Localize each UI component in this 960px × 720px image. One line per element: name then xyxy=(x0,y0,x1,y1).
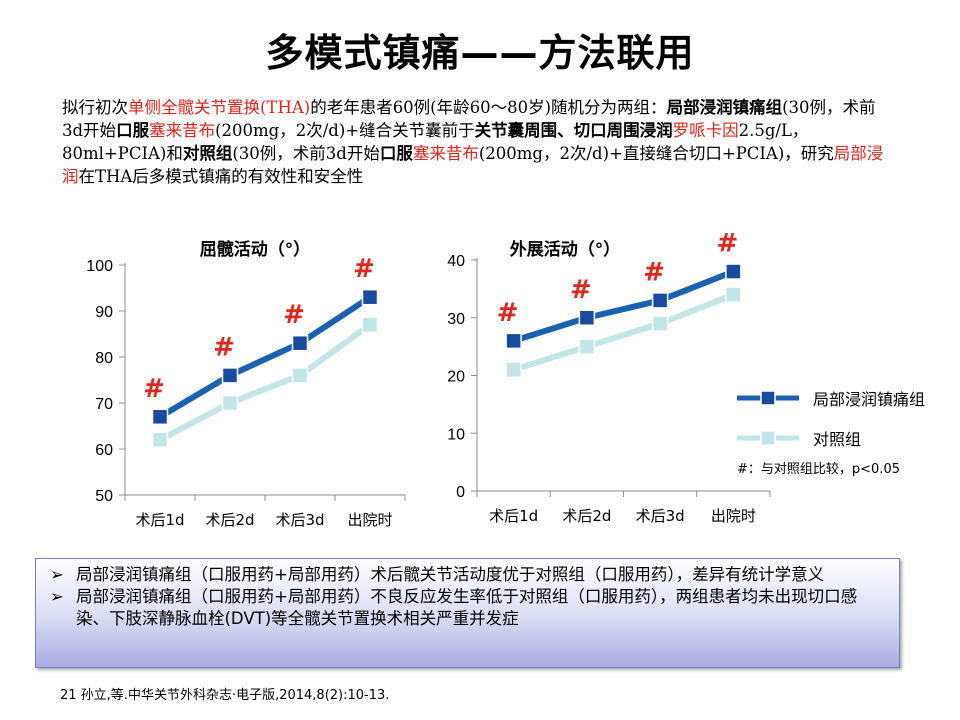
conclusion-text: 局部浸润镇痛组（口服用药+局部用药）术后髋关节活动度优于对照组（口服用药），差异… xyxy=(76,565,825,584)
series-line-control xyxy=(512,291,735,373)
significance-marker: # xyxy=(716,229,738,259)
x-tick-label: 出院时 xyxy=(711,507,756,525)
data-point-control xyxy=(151,431,169,449)
data-point-control xyxy=(651,315,669,332)
data-point-control xyxy=(578,338,596,355)
conclusion-item: ➢ 局部浸润镇痛组（口服用药+局部用药）术后髋关节活动度优于对照组（口服用药），… xyxy=(50,564,889,586)
reference-citation: 21 孙立,等.中华关节外科杂志·电子版,2014,8(2):10-13. xyxy=(60,688,390,703)
data-point-infiltration xyxy=(151,408,169,426)
data-point-infiltration xyxy=(725,263,742,280)
significance-marker: # xyxy=(497,298,519,328)
y-tick-label: 90 xyxy=(95,304,113,321)
y-tick-label: 10 xyxy=(447,426,465,443)
arrow-bullet-icon: ➢ xyxy=(50,587,64,606)
y-tick-label: 100 xyxy=(86,258,113,275)
chart-title: 外展活动（°） xyxy=(510,239,621,260)
significance-marker: # xyxy=(643,257,665,287)
y-tick-label: 20 xyxy=(447,369,465,386)
legend-item-control: 对照组 xyxy=(735,424,861,452)
y-tick-label: 50 xyxy=(95,488,113,505)
series-line-infiltration xyxy=(512,268,735,344)
data-point-infiltration xyxy=(291,334,309,352)
conclusion-text: 局部浸润镇痛组（口服用药+局部用药）不良反应发生率低于对照组（口服用药），两组患… xyxy=(76,587,858,628)
y-tick-label: 70 xyxy=(95,396,113,413)
legend-label-infiltration: 局部浸润镇痛组 xyxy=(813,390,926,409)
data-point-infiltration xyxy=(578,309,596,326)
conclusion-box: ➢ 局部浸润镇痛组（口服用药+局部用药）术后髋关节活动度优于对照组（口服用药），… xyxy=(35,558,900,668)
data-point-infiltration xyxy=(361,288,379,306)
x-tick-label: 术后3d xyxy=(636,507,685,525)
y-tick-label: 60 xyxy=(95,442,113,459)
significance-marker: # xyxy=(283,300,305,330)
x-tick-label: 术后2d xyxy=(562,507,611,525)
y-tick-label: 0 xyxy=(456,484,465,501)
study-description: 拟行初次单侧全髋关节置换(THA)的老年患者60例(年龄60～80岁)随机分为两… xyxy=(62,98,884,186)
chart-legend: 局部浸润镇痛组 对照组 xyxy=(735,380,960,480)
hip-flexion-chart: 屈髋活动（°） 50 60 70 80 90 100 术后1d 术后2d 术后3d 出院时 # # # # xyxy=(86,239,406,529)
x-tick-label: 出院时 xyxy=(347,511,392,529)
legend-item-infiltration: 局部浸润镇痛组 xyxy=(735,384,925,412)
legend-control-marker xyxy=(737,430,799,446)
significance-marker: # xyxy=(570,275,592,305)
y-tick-label: 80 xyxy=(95,350,113,367)
y-tick-label: 30 xyxy=(447,311,465,328)
arrow-bullet-icon: ➢ xyxy=(50,565,64,584)
data-point-infiltration xyxy=(221,367,239,384)
series-line-control xyxy=(158,322,372,443)
data-point-control xyxy=(505,361,522,378)
x-tick-label: 术后2d xyxy=(205,511,254,529)
data-point-infiltration xyxy=(651,292,669,309)
y-tick-label: 40 xyxy=(447,253,465,270)
data-point-control xyxy=(291,367,309,384)
data-point-control xyxy=(221,394,239,412)
data-point-control xyxy=(725,286,742,303)
significance-note: #：与对照组比较，p<0.05 xyxy=(737,462,900,477)
data-point-infiltration xyxy=(505,332,522,350)
significance-marker: # xyxy=(353,254,375,284)
hip-abduction-chart: 外展活动（°） 0 10 20 30 40 术后1d 术后2d 术后3d 出院时 # # # # xyxy=(447,229,771,525)
significance-marker: # xyxy=(143,374,165,404)
data-point-control xyxy=(361,316,379,334)
legend-label-control: 对照组 xyxy=(813,430,862,449)
legend-infiltration-marker xyxy=(737,390,799,406)
series-line-infiltration xyxy=(158,294,372,420)
page-title: 多模式镇痛——方法联用 xyxy=(265,31,695,75)
conclusion-item: ➢ 局部浸润镇痛组（口服用药+局部用药）不良反应发生率低于对照组（口服用药），两… xyxy=(50,586,889,630)
chart-title: 屈髋活动（°） xyxy=(200,239,311,260)
x-tick-label: 术后1d xyxy=(135,511,184,529)
x-tick-label: 术后3d xyxy=(275,511,324,529)
x-tick-label: 术后1d xyxy=(489,507,538,525)
significance-marker: # xyxy=(213,332,235,362)
